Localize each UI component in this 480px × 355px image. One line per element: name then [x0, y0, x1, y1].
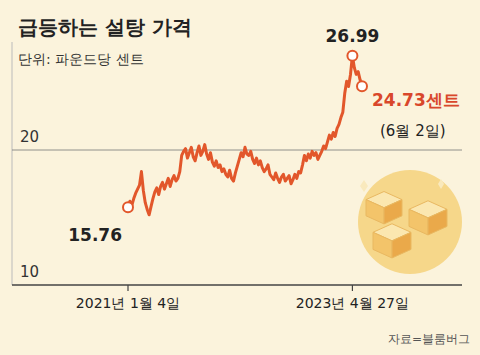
grid-line	[12, 284, 462, 285]
sugar-illustration	[358, 170, 462, 274]
y-axis	[12, 42, 13, 285]
highlight-point	[123, 202, 133, 212]
price-line	[128, 56, 362, 215]
title: 급등하는 설탕 가격	[18, 15, 192, 39]
value-label: 26.99	[326, 26, 380, 46]
x-tick-label: 2021년 1월 4일	[76, 295, 180, 311]
cube-right	[384, 200, 402, 224]
illustration-circle	[358, 170, 462, 274]
y-tick-label: 10	[20, 263, 39, 281]
cube-right	[428, 209, 447, 235]
y-tick-label: 20	[20, 128, 39, 146]
value-label: 15.76	[68, 225, 122, 245]
source: 자료=블룸버그	[388, 332, 470, 346]
sparkle	[438, 179, 444, 189]
x-tick	[127, 285, 128, 291]
grid-line	[12, 150, 462, 151]
x-tick	[352, 285, 353, 291]
cube-left	[366, 200, 384, 224]
annotation: (6월 2일)	[380, 122, 446, 140]
cube-left	[409, 209, 428, 235]
subtitle: 단위: 파운드당 센트	[18, 51, 144, 67]
chart: 급등하는 설탕 가격단위: 파운드당 센트 10 20 2021년 1월 4일 2023…	[0, 0, 480, 355]
highlight-point	[347, 51, 357, 61]
sparkle	[360, 180, 368, 192]
plot-area	[123, 51, 367, 215]
highlight-point	[357, 81, 367, 91]
x-tick-label: 2023년 4월 27일	[296, 295, 409, 311]
cube-right	[392, 232, 411, 258]
cube-left	[373, 232, 392, 258]
value-label: 24.73센트	[372, 90, 460, 110]
